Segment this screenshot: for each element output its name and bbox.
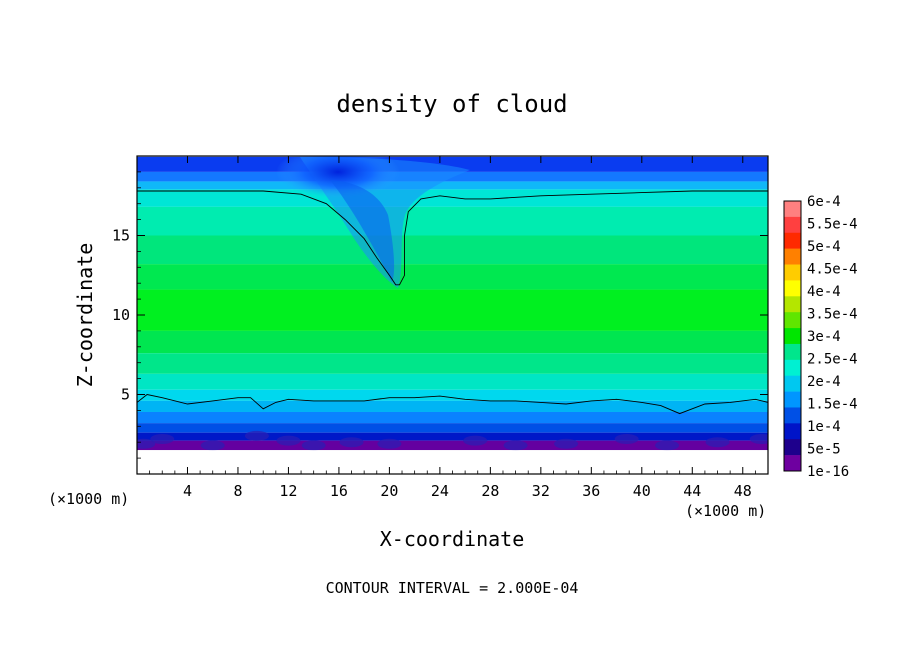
density-band xyxy=(137,289,768,331)
density-band xyxy=(137,432,768,441)
colorbar-swatch xyxy=(784,343,801,361)
surface-bump xyxy=(503,440,528,451)
colorbar-label: 3.5e-4 xyxy=(807,307,858,323)
colorbar-swatch xyxy=(784,455,801,472)
colorbar-swatch xyxy=(784,375,801,392)
colorbar-label: 2e-4 xyxy=(807,374,841,390)
surface-bump xyxy=(463,435,488,446)
density-band xyxy=(137,206,768,236)
surface-bump xyxy=(150,434,175,445)
density-band xyxy=(137,235,768,265)
x-unit-label-left: (×1000 m) xyxy=(48,490,129,508)
x-tick-label: 44 xyxy=(683,482,701,500)
surface-bump xyxy=(244,430,269,441)
x-tick-label: 20 xyxy=(380,482,398,500)
y-tick-label: 10 xyxy=(112,306,130,324)
plot-area xyxy=(137,156,768,474)
contour-line xyxy=(137,190,768,286)
x-tick-label: 4 xyxy=(183,482,192,500)
density-band xyxy=(137,411,768,424)
surface-bump xyxy=(276,435,301,446)
downdraft-tail xyxy=(330,180,395,282)
colorbar-swatch xyxy=(784,359,801,377)
colorbar-label: 1e-16 xyxy=(807,464,849,480)
density-band xyxy=(137,440,768,451)
surface-bump xyxy=(301,440,326,451)
colorbar-label: 1.5e-4 xyxy=(807,397,858,413)
surface-bumps xyxy=(137,430,768,474)
contour-lines xyxy=(137,190,768,415)
colorbar-swatch xyxy=(784,439,801,456)
colorbar-label: 1e-4 xyxy=(807,419,841,435)
surface-bump xyxy=(137,438,156,449)
colorbar-label: 5.5e-4 xyxy=(807,217,858,233)
density-band xyxy=(137,373,768,390)
colorbar-label: 5e-5 xyxy=(807,442,841,458)
colorbar-swatch xyxy=(784,423,801,440)
density-band xyxy=(137,423,768,433)
colorbar-frame xyxy=(783,200,802,472)
colorbar-label: 4e-4 xyxy=(807,284,841,300)
colorbar-swatch xyxy=(784,232,801,249)
colorbar-swatch xyxy=(784,248,801,265)
contour-line xyxy=(137,394,768,415)
no-data-region xyxy=(137,450,768,474)
colorbar-swatch xyxy=(784,328,801,345)
surface-bump xyxy=(554,438,579,449)
density-band xyxy=(137,330,768,354)
colorbar-swatch xyxy=(784,201,801,218)
y-axis: 5 10 15 xyxy=(112,171,768,459)
colorbar-label: 4.5e-4 xyxy=(807,262,858,278)
density-field xyxy=(137,156,768,451)
surface-bump xyxy=(705,437,730,448)
colorbar-label: 3e-4 xyxy=(807,329,841,345)
colorbar-label: 5e-4 xyxy=(807,239,841,255)
surface-bump xyxy=(377,438,402,449)
colorbar-swatch xyxy=(784,407,801,424)
colorbar-label: 2.5e-4 xyxy=(807,352,858,368)
density-band xyxy=(137,264,768,290)
density-band xyxy=(137,181,768,190)
y-axis-label: Z-coordinate xyxy=(73,243,97,388)
x-tick-label: 32 xyxy=(532,482,550,500)
x-tick-label: 16 xyxy=(330,482,348,500)
x-axis-label: X-coordinate xyxy=(380,527,525,551)
x-tick-label: 48 xyxy=(734,482,752,500)
downdraft-region xyxy=(276,156,470,288)
colorbar: 6e-4 5.5e-4 5e-4 4.5e-4 4e-4 3.5e-4 3e-4 2.5e-4… xyxy=(783,194,858,480)
colorbar-label: 6e-4 xyxy=(807,194,841,210)
x-tick-label: 40 xyxy=(633,482,651,500)
x-axis: 4 8 12 16 20 24 28 32 36 40 44 48 xyxy=(149,156,756,500)
surface-bump xyxy=(655,440,680,451)
colorbar-swatch xyxy=(784,280,801,297)
surface-bump xyxy=(614,434,639,445)
x-tick-label: 28 xyxy=(481,482,499,500)
y-tick-label: 5 xyxy=(121,386,130,404)
colorbar-swatch xyxy=(784,391,801,408)
density-band xyxy=(137,389,768,401)
surface-bump xyxy=(749,434,768,445)
colorbar-swatch xyxy=(784,264,801,281)
colorbar-swatch xyxy=(784,296,801,313)
surface-bump xyxy=(200,440,225,451)
contour-interval-note: CONTOUR INTERVAL = 2.000E-04 xyxy=(326,579,579,597)
downdraft-core xyxy=(276,156,400,198)
chart-title: density of cloud xyxy=(336,90,567,118)
density-band xyxy=(137,353,768,374)
colorbar-swatch xyxy=(784,216,801,234)
y-tick-label: 15 xyxy=(112,227,130,245)
x-tick-label: 24 xyxy=(431,482,449,500)
x-tick-label: 36 xyxy=(582,482,600,500)
x-unit-label-right: (×1000 m) xyxy=(685,502,766,520)
x-tick-label: 8 xyxy=(233,482,242,500)
surface-bump xyxy=(339,437,364,448)
x-tick-label: 12 xyxy=(279,482,297,500)
colorbar-swatch xyxy=(784,312,801,329)
density-band xyxy=(137,400,768,412)
